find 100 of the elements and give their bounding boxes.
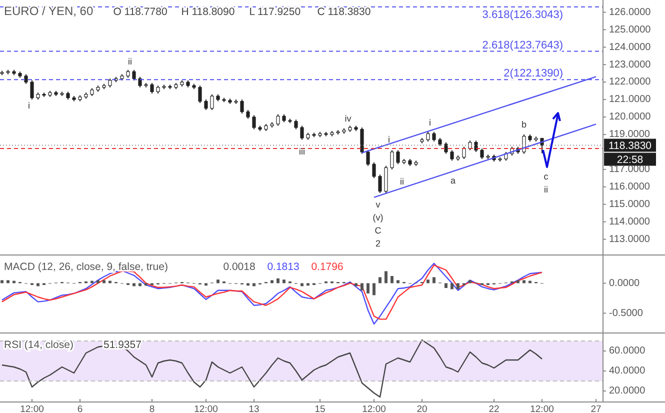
candlestick xyxy=(432,131,436,142)
y-tick-label: 122.0000 xyxy=(609,76,652,88)
candlestick xyxy=(24,74,28,84)
bar xyxy=(138,283,142,286)
candlestick xyxy=(198,85,202,104)
x-tick-label: 20 xyxy=(416,404,428,413)
candlestick xyxy=(462,146,466,160)
x-tick-label: 6 xyxy=(77,404,83,413)
y-tick-label: 124.0000 xyxy=(609,42,652,53)
bar xyxy=(444,283,448,288)
bar xyxy=(144,283,148,286)
candlestick xyxy=(132,69,136,81)
y-tick-label: 60.0000 xyxy=(609,346,646,357)
annotation: 0.1796 xyxy=(311,261,344,273)
x-tick-label: 12:00 xyxy=(530,404,554,413)
bar xyxy=(132,283,136,286)
bar xyxy=(204,283,208,286)
bar xyxy=(276,278,280,284)
annotation: 0.1813 xyxy=(267,261,300,273)
bar xyxy=(246,283,250,286)
annotation: a xyxy=(450,175,456,186)
x-tick-label: 12:00 xyxy=(20,404,44,413)
y-tick-label: -0.5000 xyxy=(609,308,644,319)
annotation: C 118.3830 xyxy=(317,6,371,18)
ref-line-label: 2.618(123.7643) xyxy=(482,39,563,52)
annotation: b xyxy=(521,119,527,130)
candlestick xyxy=(300,125,304,140)
bar xyxy=(300,283,304,286)
bar xyxy=(396,280,400,284)
bar xyxy=(216,280,220,284)
annotation: H 118.8090 xyxy=(181,6,235,18)
candlestick xyxy=(390,150,394,170)
text: 22:58 xyxy=(616,154,644,166)
bar xyxy=(378,277,382,284)
bar xyxy=(306,283,310,286)
annotation: (v) xyxy=(372,212,384,222)
candlestick xyxy=(30,80,34,100)
y-tick-label: 20.0000 xyxy=(609,386,646,397)
annotation: ii xyxy=(544,184,548,194)
bar xyxy=(36,283,40,286)
candlestick xyxy=(150,82,154,94)
annotation: i xyxy=(28,100,30,110)
bar xyxy=(450,283,454,290)
annotation: L 117.9250 xyxy=(249,6,301,18)
x-tick-label: 12:00 xyxy=(362,404,386,413)
candlestick xyxy=(474,140,478,152)
bar xyxy=(456,283,460,290)
ref-line-label: 118.3830 xyxy=(608,140,652,152)
annotation: C xyxy=(374,225,382,236)
y-tick-label: 117.0000 xyxy=(609,164,650,176)
candlestick xyxy=(426,131,430,142)
annotation: 0.0018 xyxy=(223,261,256,273)
candlestick xyxy=(252,114,256,130)
y-tick-label: 120.0000 xyxy=(609,112,652,123)
candlestick xyxy=(360,127,364,154)
candlestick xyxy=(240,99,244,114)
candlestick xyxy=(204,99,208,111)
bar xyxy=(390,276,394,284)
bar xyxy=(6,280,10,284)
y-tick-label: 116.0000 xyxy=(609,182,650,193)
candlestick xyxy=(480,148,484,160)
annotation: iii xyxy=(299,146,305,156)
bar xyxy=(360,283,364,290)
candlestick xyxy=(366,150,370,166)
ref-line-label: 3.618(126.3043) xyxy=(482,8,563,21)
y-tick-label: 126.0000 xyxy=(609,6,652,18)
text: MACD (12, 26, close, 9, false, true) xyxy=(4,261,168,273)
annotation: v xyxy=(376,199,381,210)
y-tick-label: 0.0000 xyxy=(609,278,640,289)
bar xyxy=(366,283,370,294)
annotation: O 118.7780 xyxy=(113,6,168,18)
candlestick xyxy=(450,150,454,162)
annotation: c xyxy=(544,171,549,182)
bar xyxy=(282,280,286,284)
chart-title: EURO / YEN, 60 xyxy=(4,4,94,18)
bar xyxy=(468,280,472,284)
annotation: 2 xyxy=(375,238,381,248)
bar xyxy=(522,280,526,284)
candlestick xyxy=(396,150,400,165)
bar xyxy=(96,280,100,284)
candlestick xyxy=(210,94,214,111)
ref-line-label: 2(122.1390) xyxy=(504,68,563,80)
bar xyxy=(0,280,4,284)
candlestick xyxy=(384,165,388,194)
line-series xyxy=(1,339,543,398)
y-tick-label: 121.0000 xyxy=(609,94,652,106)
annotation: i xyxy=(388,134,390,144)
annotation: ii xyxy=(400,176,404,186)
bar xyxy=(102,280,106,284)
x-tick-label: 12:00 xyxy=(194,404,218,413)
bar xyxy=(354,283,358,286)
x-tick-label: 8 xyxy=(149,404,155,413)
x-tick-label: 27 xyxy=(590,404,602,413)
annotation: ii xyxy=(128,56,132,66)
bar xyxy=(372,283,376,296)
bar xyxy=(252,283,256,286)
candlestick xyxy=(444,142,448,154)
candlestick xyxy=(378,174,382,194)
bar xyxy=(426,280,430,284)
bar xyxy=(516,280,520,284)
